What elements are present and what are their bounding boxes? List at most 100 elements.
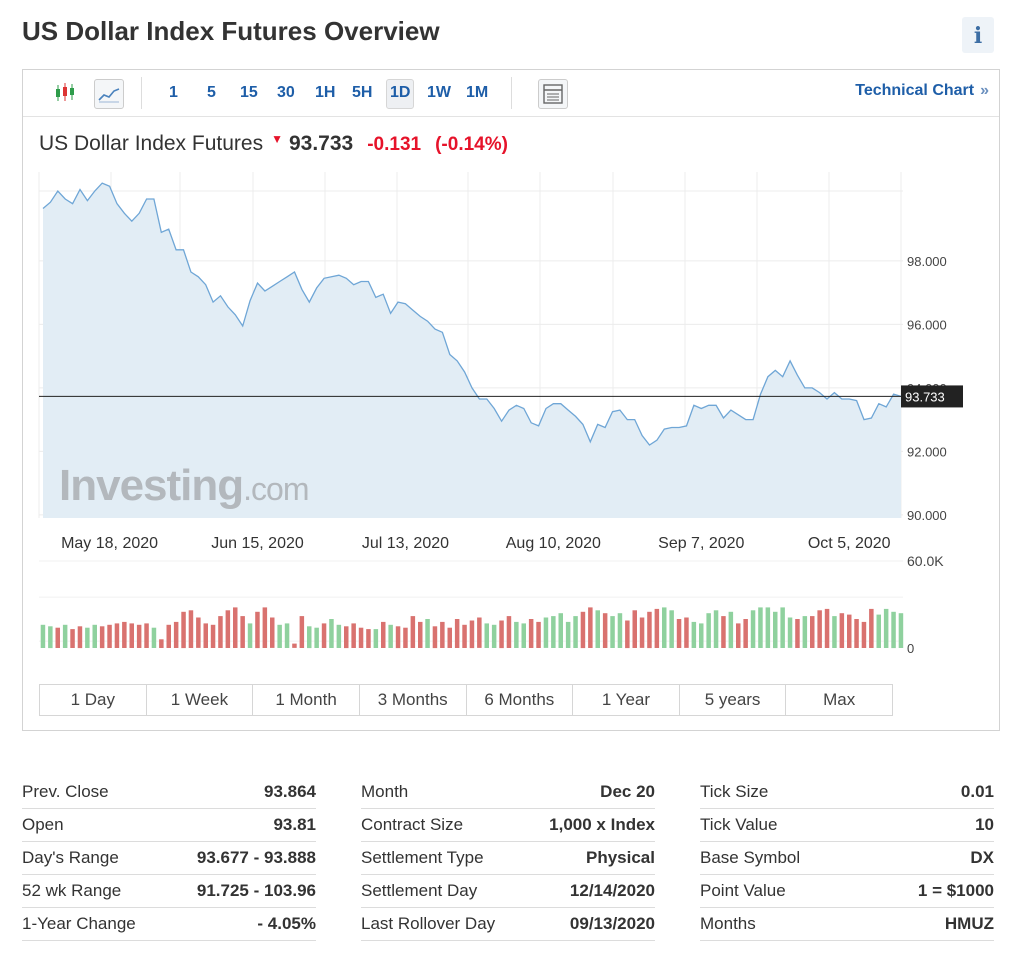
volume-bar — [136, 624, 142, 648]
x-tick-label: May 18, 2020 — [61, 535, 158, 552]
interval-15[interactable]: 15 — [240, 84, 258, 101]
volume-bar — [233, 607, 238, 648]
volume-bar — [225, 610, 231, 648]
volume-bar — [706, 613, 711, 648]
range-3-months[interactable]: 3 Months — [360, 685, 467, 715]
stat-value: 0.01 — [960, 782, 994, 801]
candlestick-icon[interactable] — [51, 79, 79, 107]
interval-1d[interactable]: 1D — [386, 79, 415, 109]
volume-bar — [351, 623, 356, 648]
volume-bar — [344, 626, 349, 649]
range-1-day[interactable]: 1 Day — [40, 685, 147, 715]
interval-1m[interactable]: 1M — [466, 84, 489, 101]
range-5-years[interactable]: 5 years — [680, 685, 787, 715]
stat-row: 1-Year Change - 4.05% — [22, 908, 316, 941]
stat-row: Tick Value 10 — [700, 809, 994, 842]
volume-bar — [373, 629, 379, 648]
volume-bar — [588, 607, 593, 648]
volume-bar — [521, 623, 526, 648]
volume-bar — [632, 610, 637, 648]
x-tick-label: Jun 15, 2020 — [211, 535, 304, 552]
stat-label: Months — [700, 914, 756, 933]
current-price-label: 93.733 — [905, 389, 945, 404]
volume-bar — [802, 616, 808, 648]
volume-bar — [602, 613, 608, 648]
volume-bar — [418, 621, 423, 648]
volume-bar — [854, 619, 859, 648]
volume-bar — [321, 623, 327, 648]
volume-bar — [765, 607, 771, 648]
volume-bar — [181, 611, 186, 649]
stat-row: Tick Size 0.01 — [700, 776, 994, 809]
range-1-year[interactable]: 1 Year — [573, 685, 680, 715]
page-title: US Dollar Index Futures Overview — [22, 16, 440, 46]
interval-5[interactable]: 5 — [207, 84, 216, 101]
range-1-month[interactable]: 1 Month — [253, 685, 360, 715]
last-price: 93.733 — [288, 132, 354, 155]
y-tick-label: 98.000 — [907, 254, 947, 269]
volume-bar — [699, 623, 704, 648]
stat-row: Point Value 1 = $1000 — [700, 875, 994, 908]
stat-value: 91.725 - 103.96 — [196, 881, 316, 900]
technical-chart-label: Technical Chart — [855, 82, 975, 99]
volume-bar — [787, 617, 793, 648]
volume-bar — [595, 610, 600, 648]
volume-bar — [85, 627, 90, 648]
volume-bar — [654, 608, 660, 648]
volume-bar — [543, 617, 549, 648]
volume-bar — [536, 621, 541, 648]
interval-1h[interactable]: 1H — [315, 84, 336, 101]
stat-label: Contract Size — [361, 815, 464, 834]
volume-bar — [77, 626, 83, 649]
investing-watermark: Investing.com — [59, 461, 309, 510]
volume-bar — [129, 623, 134, 648]
volume-bar — [869, 608, 874, 648]
x-tick-label: Oct 5, 2020 — [808, 535, 891, 552]
volume-bar — [883, 608, 889, 648]
volume-bar — [758, 607, 763, 648]
interval-1w[interactable]: 1W — [427, 84, 451, 101]
volume-bar — [218, 616, 223, 648]
stat-label: Base Symbol — [700, 848, 801, 867]
range-max[interactable]: Max — [823, 690, 856, 709]
technical-chart-link[interactable]: Technical Chart » — [855, 82, 989, 100]
price-line — [42, 182, 902, 446]
info-icon[interactable]: i — [962, 17, 994, 53]
volume-bar — [558, 613, 563, 648]
stat-row: 52 wk Range 91.725 - 103.96 — [22, 875, 316, 908]
stat-value: Physical — [586, 848, 655, 867]
y-tick-label: 96.000 — [907, 317, 947, 332]
range-1-week[interactable]: 1 Week — [147, 685, 254, 715]
volume-bar — [70, 629, 75, 648]
volume-bar — [395, 626, 401, 649]
line-chart-icon[interactable] — [94, 79, 124, 109]
interval-1[interactable]: 1 — [169, 84, 178, 101]
volume-bar — [454, 619, 460, 648]
stat-label: Settlement Day — [361, 881, 478, 900]
volume-bar — [247, 623, 253, 648]
volume-bar — [728, 611, 734, 649]
stat-row: Base Symbol DX — [700, 842, 994, 875]
interval-5h[interactable]: 5H — [352, 84, 373, 101]
current-price-tag — [901, 385, 963, 408]
x-tick-label: Jul 13, 2020 — [362, 535, 449, 552]
stat-label: Tick Value — [700, 815, 778, 834]
stats-column-2: Month Dec 20 Contract Size 1,000 x Index S… — [361, 776, 655, 941]
volume-bar — [307, 626, 312, 649]
range-6-months[interactable]: 6 Months — [467, 685, 574, 715]
stat-row: Prev. Close 93.864 — [22, 776, 316, 809]
volume-bar — [736, 623, 741, 648]
stat-value: 10 — [975, 815, 994, 834]
interval-30[interactable]: 30 — [277, 84, 295, 101]
volume-bar — [159, 639, 164, 648]
table-icon[interactable] — [538, 79, 568, 109]
volume-bar — [166, 624, 171, 648]
y-tick-label: 92.000 — [907, 444, 947, 459]
volume-bar — [810, 616, 815, 648]
volume-bar — [684, 617, 689, 648]
volume-bar — [573, 616, 578, 648]
stat-value: Dec 20 — [600, 782, 655, 801]
volume-bar — [876, 614, 881, 648]
x-tick-label: Sep 7, 2020 — [658, 535, 744, 552]
volume-bar — [277, 624, 282, 648]
